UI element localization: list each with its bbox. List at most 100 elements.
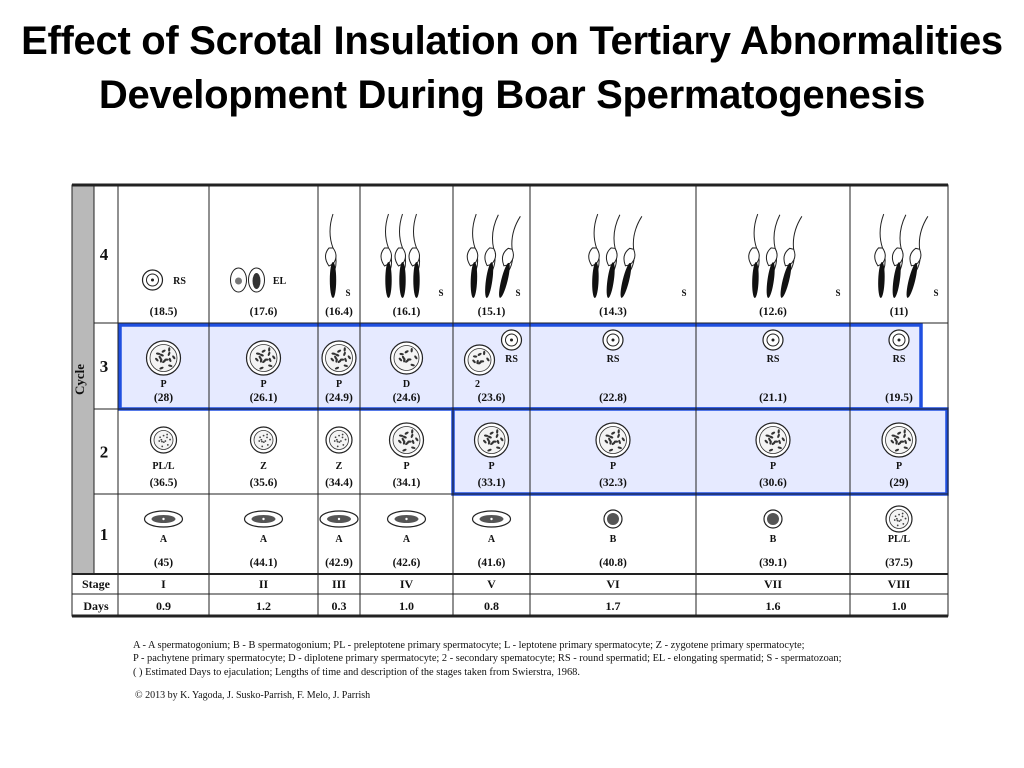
cycle-axis-label: Cycle <box>72 364 87 395</box>
chromatin-mark <box>161 349 166 353</box>
stage-cell: (42.6) A <box>386 510 427 569</box>
round-spermatid-acrosome <box>611 338 615 342</box>
cell-type-label: A <box>160 534 168 545</box>
chromatin-mark <box>338 434 340 437</box>
chromatin-mark <box>259 353 264 357</box>
cycle-row-3: 3(28)P(26.1)P(24.9)P(24.6)D(23.6)2RS(22.… <box>100 329 913 404</box>
estimated-days-value: (18.5) <box>150 306 178 318</box>
cell-type-label: S <box>515 288 520 298</box>
days-value: 1.2 <box>256 599 271 613</box>
b-spermatogonium-nucleus <box>607 513 619 525</box>
estimated-days-value: (12.6) <box>759 306 787 318</box>
stage-cell: (17.6) EL <box>230 267 286 318</box>
sperm-head <box>592 262 599 298</box>
estimated-days-value: (15.1) <box>478 306 506 318</box>
chromatin-mark <box>261 445 264 448</box>
chromatin-mark <box>159 353 164 357</box>
spermatozoon <box>891 214 907 298</box>
chromatin-mark <box>617 429 620 434</box>
spermatozoon <box>499 216 521 298</box>
cell-type-label: P <box>770 461 776 472</box>
stage-cell: (19.5) RS <box>885 329 913 404</box>
cell-type-label: P <box>488 461 494 472</box>
stage-cell: (33.1) P <box>473 422 510 489</box>
stage-cell: (12.6) S <box>748 213 841 318</box>
sperm-head <box>606 262 615 298</box>
chromatin-mark <box>164 440 167 442</box>
estimated-days-value: (30.6) <box>759 477 787 489</box>
estimated-days-value: (16.4) <box>325 306 353 318</box>
chromatin-mark <box>155 357 159 362</box>
a-spermatogonium-nucleolus <box>162 517 165 521</box>
round-spermatid-nucleus <box>606 333 620 347</box>
round-spermatid-nucleus <box>505 333 518 347</box>
chromatin-mark <box>343 364 348 367</box>
chromatin-mark <box>410 363 415 367</box>
chromatin-mark <box>168 357 172 363</box>
chromatin-mark <box>414 355 418 360</box>
spermatozoon <box>620 216 643 298</box>
sperm-head <box>385 262 392 298</box>
chromatin-mark <box>340 440 342 442</box>
estimated-days-value: (44.1) <box>250 557 278 569</box>
chromatin-mark <box>266 444 269 446</box>
chromatin-mark <box>262 434 265 437</box>
chromatin-mark <box>410 433 414 439</box>
chromatin-mark <box>398 439 402 444</box>
chromatin-mark <box>166 444 169 446</box>
chromatin-mark <box>487 448 492 452</box>
stage-cell: (40.8) B <box>599 509 627 569</box>
chromatin-mark <box>618 439 621 445</box>
cell-type-label: RS <box>505 354 518 365</box>
chromatin-mark <box>161 440 163 443</box>
chromatin-mark <box>341 436 344 439</box>
chromatin-mark <box>331 352 336 355</box>
cell-type-label: A <box>260 534 268 545</box>
stage-cell: (16.4) S <box>325 213 353 318</box>
spermatozoon <box>780 216 803 298</box>
chromatin-mark <box>158 440 161 442</box>
chromatin-mark <box>489 431 494 435</box>
chromatin-mark <box>891 434 896 437</box>
chromatin-mark <box>771 431 776 435</box>
stage-label: VIII <box>888 577 911 591</box>
days-value: 1.7 <box>606 599 621 613</box>
chromatin-mark <box>337 349 342 353</box>
stage-cell: (44.1) A <box>243 510 284 569</box>
cycle-number: 3 <box>100 357 109 376</box>
cycle-label-strip <box>72 185 94 574</box>
chromatin-mark <box>764 439 769 444</box>
chromatin-mark <box>907 437 911 442</box>
estimated-days-value: (35.6) <box>250 477 278 489</box>
a-spermatogonium-nucleolus <box>337 517 341 521</box>
estimated-days-value: (24.6) <box>393 392 421 404</box>
chromatin-mark <box>898 520 901 523</box>
chromatin-mark <box>898 513 900 516</box>
estimated-days-value: (42.6) <box>393 557 421 569</box>
chromatin-mark <box>896 519 899 522</box>
chromatin-mark <box>268 364 273 367</box>
chromatin-mark <box>496 439 500 445</box>
chromatin-mark <box>258 440 261 442</box>
cell-type-label: P <box>610 461 616 472</box>
chromatin-mark <box>268 357 272 363</box>
round-spermatid-nucleus <box>146 273 159 287</box>
estimated-days-value: (17.6) <box>250 306 278 318</box>
sperm-cytoplasm <box>748 247 760 267</box>
chromatin-mark <box>472 359 476 364</box>
chromatin-mark <box>404 350 409 354</box>
spermatozoon <box>605 214 621 298</box>
chromatin-mark <box>777 446 782 449</box>
estimated-days-value: (19.5) <box>885 392 913 404</box>
chromatin-mark <box>162 359 166 364</box>
estimated-days-value: (39.1) <box>759 557 787 569</box>
cell-type-label: S <box>438 288 443 298</box>
chromatin-mark <box>159 436 161 439</box>
chromatin-mark <box>336 440 339 443</box>
cell-type-label: A <box>403 534 411 545</box>
sperm-head <box>499 262 510 298</box>
chromatin-mark <box>896 524 899 527</box>
cell-type-label: P <box>260 379 266 390</box>
days-value: 1.0 <box>892 599 907 613</box>
